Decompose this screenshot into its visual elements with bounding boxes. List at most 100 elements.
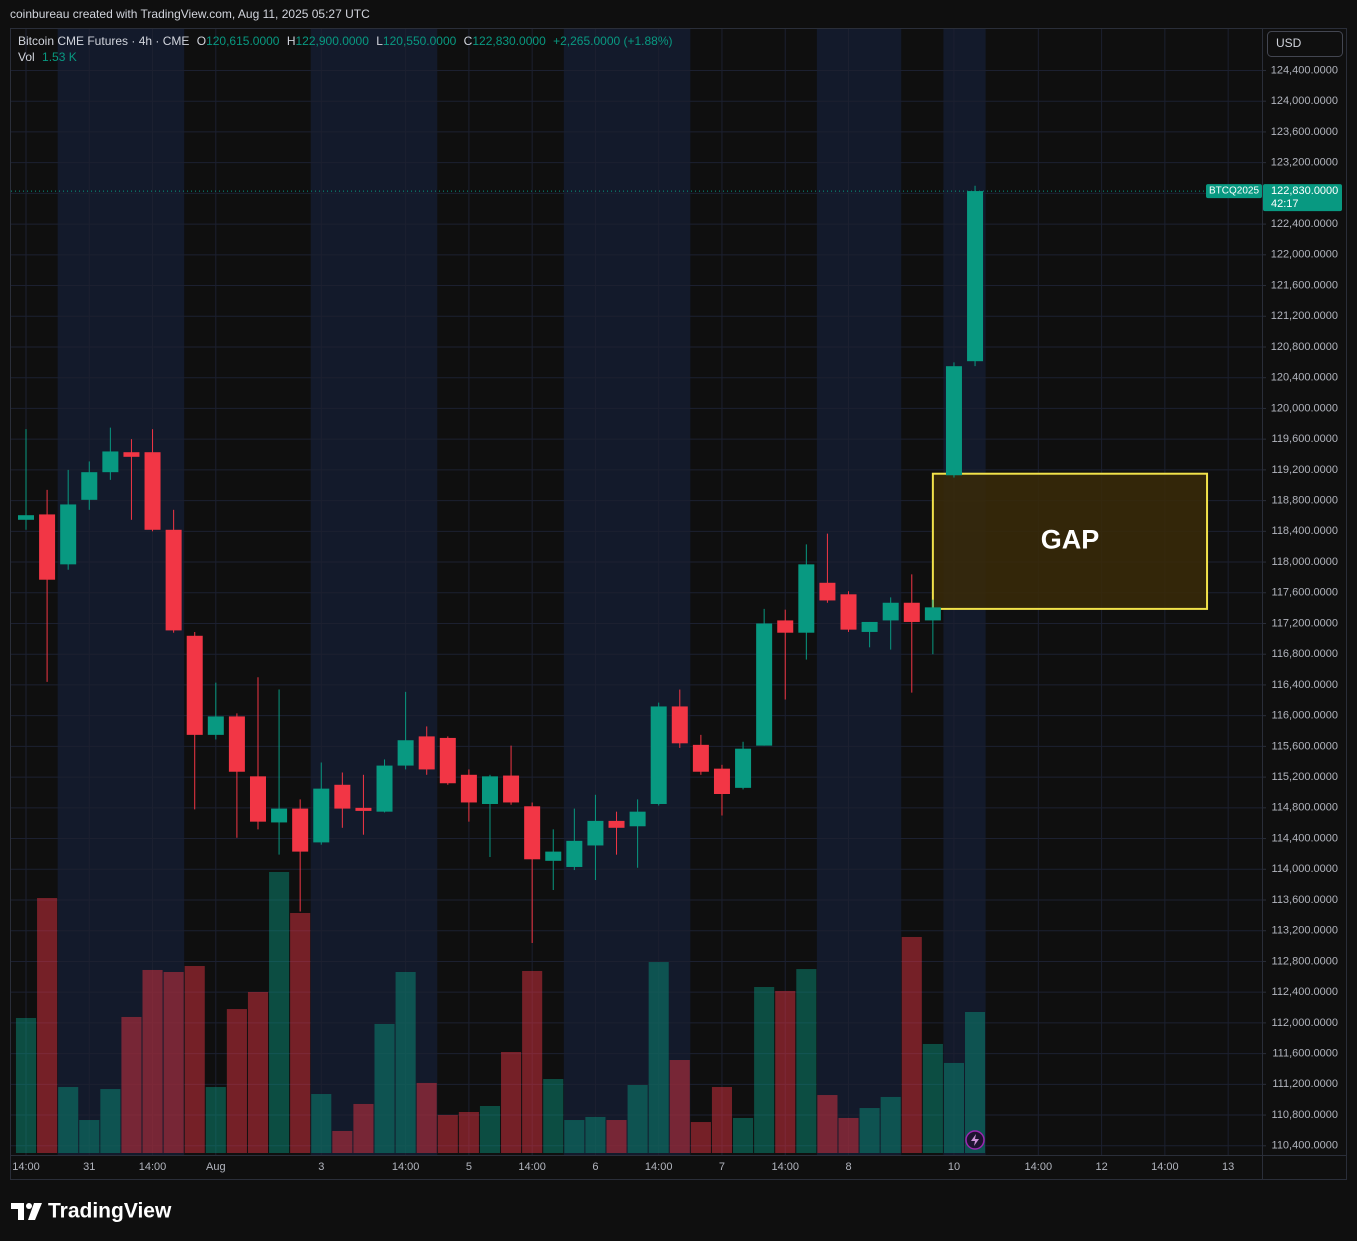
y-tick-label: 121,200.0000 (1271, 310, 1338, 322)
volume-bar (817, 1095, 838, 1153)
candle-body (503, 775, 520, 803)
volume-bar (796, 969, 817, 1153)
annotation: GAP (931, 472, 1209, 610)
y-tick-label: 120,000.0000 (1271, 402, 1338, 414)
volume-bar (479, 1105, 501, 1153)
brand-logo (11, 1203, 42, 1220)
volume-bar (543, 1078, 564, 1153)
legend-c-label: C (464, 34, 473, 48)
candle-body (713, 768, 730, 795)
x-tick-label: 13 (1222, 1161, 1234, 1173)
session-band (57, 29, 185, 1155)
vol-value: 1.53 K (42, 50, 77, 64)
axes: 110,400.0000 110,800.0000 111,200.0000 111,… (12, 64, 1338, 1173)
x-tick-label: 14:00 (12, 1161, 40, 1173)
y-tick-label: 121,600.0000 (1271, 279, 1338, 291)
x-tick-label: 14:00 (1025, 1161, 1053, 1173)
session-band (563, 29, 691, 1155)
volume-bar (901, 936, 922, 1153)
volume-bar (247, 991, 269, 1153)
candle-body (671, 706, 688, 744)
candle-body (967, 191, 984, 362)
vol-label: Vol (18, 50, 35, 64)
candle-body (756, 623, 773, 746)
candle-body (418, 736, 435, 770)
volume-bar (437, 1115, 458, 1153)
x-tick-label: 14:00 (645, 1161, 673, 1173)
volume-bar (690, 1122, 711, 1153)
volume-bar (184, 966, 205, 1153)
candle-body (840, 594, 857, 630)
y-tick-label: 110,800.0000 (1272, 1109, 1338, 1121)
x-tick-label: 12 (1095, 1161, 1107, 1173)
volume-pane (15, 872, 986, 1153)
legend-c: 122,830.0000 (472, 34, 546, 48)
candle-body (777, 620, 794, 633)
candle-body (165, 529, 182, 631)
volume-bar (965, 1011, 986, 1153)
volume-bar (15, 1017, 37, 1153)
y-tick-label: 120,800.0000 (1271, 341, 1338, 353)
y-tick-label: 123,200.0000 (1271, 157, 1338, 169)
volume-bar (627, 1084, 648, 1153)
x-tick-label: 3 (318, 1161, 324, 1173)
volume-bar (501, 1051, 522, 1153)
volume-bar (648, 962, 669, 1153)
countdown: 42:17 (1271, 198, 1299, 210)
currency[interactable]: USD (1276, 36, 1302, 50)
x-tick-label: 6 (592, 1161, 598, 1173)
y-tick-label: 113,600.0000 (1272, 894, 1338, 906)
y-tick-label: 116,800.0000 (1272, 648, 1338, 660)
candle-body (587, 820, 604, 846)
y-tick-label: 122,000.0000 (1271, 249, 1338, 261)
legend-l: 120,550.0000 (383, 34, 457, 48)
volume-bar (37, 897, 58, 1153)
volume-bar (838, 1117, 859, 1153)
candle-body (608, 820, 625, 828)
candle-body (692, 744, 709, 772)
x-tick-label: 7 (719, 1161, 725, 1173)
volume-bar (353, 1103, 374, 1153)
x-tick-label: Aug (206, 1161, 226, 1173)
candle-body (798, 564, 815, 633)
logo-dot (26, 1203, 32, 1209)
x-tick-label: 10 (948, 1161, 960, 1173)
legend-o-label: O (197, 34, 206, 48)
y-tick-label: 116,000.0000 (1272, 710, 1338, 722)
y-tick-label: 123,600.0000 (1271, 126, 1338, 138)
candle-body (545, 851, 562, 861)
volume-bar (332, 1130, 353, 1153)
y-tick-label: 117,200.0000 (1272, 617, 1338, 629)
candle-body (376, 765, 393, 812)
y-tick-label: 119,200.0000 (1272, 464, 1338, 476)
volume-bar (775, 990, 796, 1153)
volume-bar (754, 987, 775, 1153)
alert-bolt (971, 1134, 979, 1146)
candle-body (102, 451, 119, 473)
volume-bar (943, 1062, 965, 1153)
y-tick-label: 111,600.0000 (1272, 1048, 1338, 1060)
y-tick-label: 115,200.0000 (1272, 771, 1338, 783)
y-tick-label: 124,400.0000 (1271, 64, 1338, 76)
legend-h-label: H (287, 34, 296, 48)
x-tick-label: 31 (83, 1161, 95, 1173)
volume-bar (290, 913, 311, 1153)
candle-body (334, 784, 351, 809)
volume-bar (733, 1117, 754, 1153)
volume-bar (205, 1087, 226, 1153)
legend-l-label: L (376, 34, 383, 48)
candle-body (60, 504, 77, 565)
candle-body (903, 602, 920, 622)
candle-body (355, 807, 372, 811)
candle-body (207, 716, 224, 735)
candle-body (292, 808, 309, 852)
currency-button[interactable] (1267, 31, 1343, 57)
volume-bar (142, 969, 163, 1153)
candle-body (18, 515, 34, 520)
logo-slash (28, 1203, 42, 1220)
x-tick-label: 14:00 (518, 1161, 546, 1173)
candle-body (397, 740, 414, 766)
x-tick-label: 5 (466, 1161, 472, 1173)
y-tick-label: 112,000.0000 (1272, 1017, 1338, 1029)
x-tick-label: 8 (845, 1161, 851, 1173)
